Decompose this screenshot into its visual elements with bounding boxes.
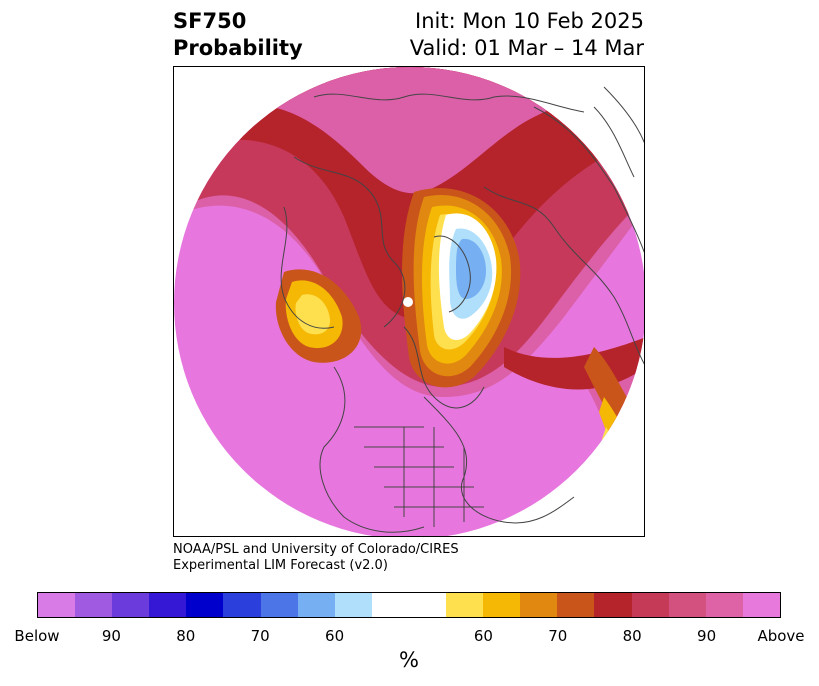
colorbar-segment [557, 593, 595, 617]
map-credit: NOAA/PSL and University of Colorado/CIRE… [173, 542, 459, 574]
coastline-siberia [483, 186, 644, 365]
forecast-dates: Init: Mon 10 Feb 2025 Valid: 01 Mar – 14… [410, 8, 644, 62]
pole-marker [403, 297, 413, 307]
coastline-north-america-west [319, 366, 425, 533]
field-above-55-west [295, 294, 331, 335]
colorbar-tick-label: 70 [548, 627, 568, 645]
colorbar-tick-label: 80 [622, 627, 642, 645]
colorbar-tick-label: 60 [325, 627, 345, 645]
coastline-north-america-east [423, 396, 575, 524]
colorbar-segment [742, 593, 780, 617]
colorbar-tick-label: 90 [101, 627, 121, 645]
colorbar-segment [75, 593, 113, 617]
colorbar-segment [38, 593, 76, 617]
colorbar-segment [334, 593, 372, 617]
colorbar-segment [483, 593, 521, 617]
colorbar-tick-label: 70 [250, 627, 270, 645]
credit-line-1: NOAA/PSL and University of Colorado/CIRE… [173, 542, 459, 557]
field-above-60-east [599, 397, 644, 497]
colorbar-segment [594, 593, 632, 617]
colorbar-segment [446, 593, 484, 617]
colorbar-segment [371, 593, 409, 617]
field-above-55-east [602, 427, 639, 507]
credit-line-2: Experimental LIM Forecast (v2.0) [173, 558, 388, 573]
colorbar-tick-label: 60 [473, 627, 493, 645]
coastline-hudson-bay [403, 326, 485, 409]
colorbar-segment [408, 593, 447, 617]
valid-range: Valid: 01 Mar – 14 Mar [409, 36, 644, 60]
polar-map [173, 66, 645, 537]
colorbar-tick-label: 90 [697, 627, 717, 645]
colorbar-segment [631, 593, 669, 617]
state-borders [354, 426, 484, 527]
coastline-greenland [293, 156, 406, 328]
coastline-arctic [313, 93, 585, 113]
coastline-arctic-islands [433, 235, 471, 313]
colorbar-segment [520, 593, 558, 617]
map-title: SF750 Probability [173, 8, 303, 62]
probability-map-svg [174, 67, 644, 536]
colorbar-segment [186, 593, 224, 617]
colorbar-unit: % [399, 648, 419, 672]
colorbar-segment [668, 593, 706, 617]
coastline-europe [533, 106, 644, 253]
coastline-scandinavia [593, 86, 644, 178]
colorbar-tick-label: Below [14, 627, 60, 645]
colorbar-segment [260, 593, 298, 617]
colorbar-segment [112, 593, 150, 617]
colorbar-segment [149, 593, 187, 617]
colorbar-segment [223, 593, 261, 617]
variable-label: SF750 [173, 9, 247, 33]
probability-colorbar [37, 592, 781, 618]
coastline-alaska [280, 206, 335, 329]
init-date: Init: Mon 10 Feb 2025 [415, 9, 644, 33]
quantity-label: Probability [173, 36, 303, 60]
colorbar-tick-label: Above [757, 627, 805, 645]
colorbar-segment [705, 593, 743, 617]
colorbar-segment [297, 593, 335, 617]
colorbar-tick-label: 80 [176, 627, 196, 645]
coastlines [280, 86, 644, 533]
